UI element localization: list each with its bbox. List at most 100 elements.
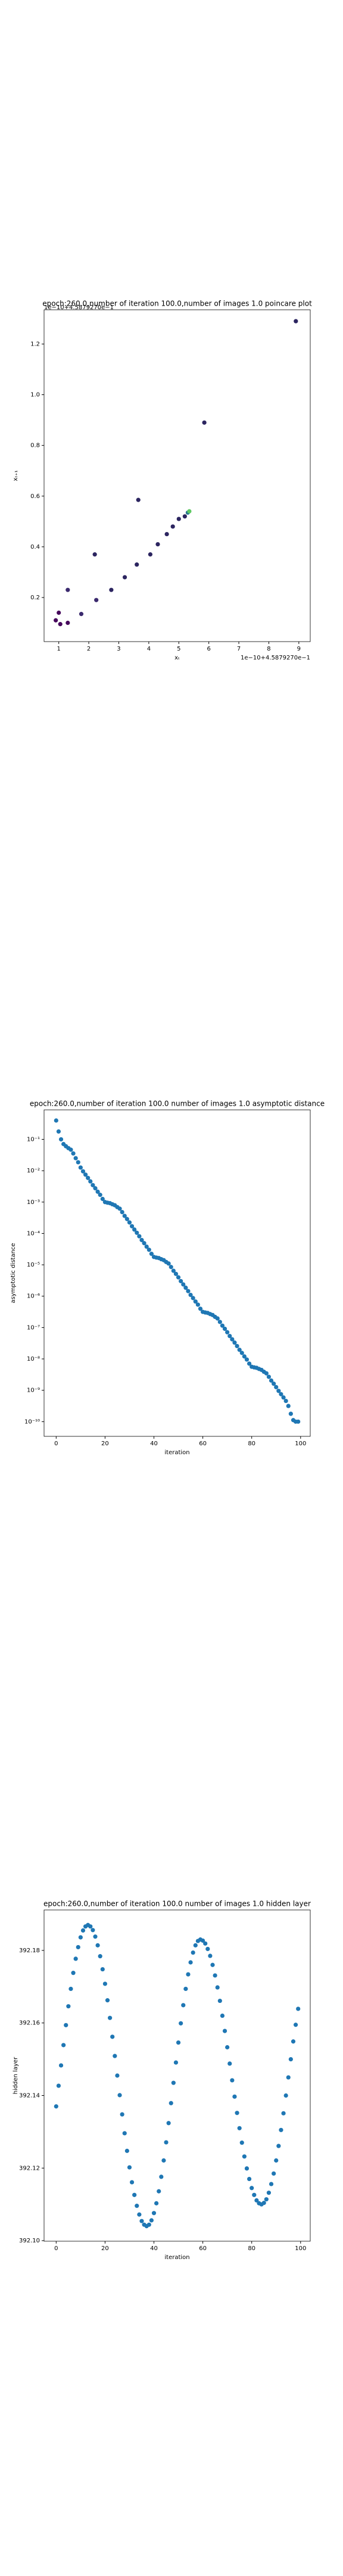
x-axis-label: iteration bbox=[164, 2254, 189, 2261]
x-tick-label: 100 bbox=[295, 1441, 306, 1447]
point bbox=[182, 514, 187, 519]
y-tick-label: 10⁻⁶ bbox=[27, 1293, 40, 1300]
point bbox=[149, 1252, 154, 1256]
point bbox=[127, 2165, 132, 2170]
point bbox=[227, 1333, 232, 1339]
point bbox=[83, 1172, 88, 1177]
point bbox=[94, 598, 99, 602]
point bbox=[188, 1960, 193, 1965]
point bbox=[124, 1217, 129, 1221]
point bbox=[98, 1954, 102, 1959]
x-tick-label: 1 bbox=[57, 646, 61, 652]
point bbox=[237, 1348, 242, 1352]
point bbox=[198, 1306, 203, 1311]
point bbox=[276, 1389, 281, 1393]
y-tick-label: 10⁻⁹ bbox=[27, 1387, 40, 1394]
point bbox=[166, 2121, 171, 2126]
point bbox=[170, 524, 175, 529]
point bbox=[242, 1354, 247, 1359]
point bbox=[93, 1186, 98, 1191]
y-tick-label: 1.2 bbox=[30, 341, 40, 347]
y-tick-label: 10⁻⁷ bbox=[27, 1324, 40, 1331]
point bbox=[135, 2204, 139, 2208]
point bbox=[137, 2212, 142, 2217]
point bbox=[291, 2039, 296, 2044]
point bbox=[169, 2101, 173, 2105]
point bbox=[296, 2006, 301, 2011]
point bbox=[188, 1292, 193, 1298]
point bbox=[276, 2143, 281, 2148]
point bbox=[54, 618, 58, 623]
y-tick-label: 0.2 bbox=[30, 595, 40, 601]
point bbox=[220, 2013, 225, 2018]
point bbox=[220, 1323, 225, 1328]
point bbox=[80, 1169, 86, 1174]
point bbox=[195, 1302, 200, 1307]
point bbox=[100, 1196, 105, 1202]
point bbox=[203, 1941, 208, 1946]
point bbox=[66, 2004, 71, 2009]
x-tick-label: 4 bbox=[147, 646, 151, 652]
point bbox=[88, 1924, 93, 1929]
point bbox=[191, 1296, 195, 1301]
point bbox=[149, 2218, 154, 2223]
point bbox=[71, 1151, 76, 1156]
point bbox=[254, 2198, 259, 2203]
point bbox=[288, 1411, 293, 1416]
point bbox=[122, 2131, 127, 2136]
point bbox=[222, 2029, 227, 2033]
point bbox=[117, 1206, 122, 1211]
point bbox=[193, 1299, 198, 1304]
point bbox=[151, 2211, 157, 2216]
plot-frame bbox=[43, 1109, 311, 1437]
point bbox=[181, 1282, 186, 1287]
point bbox=[80, 1928, 86, 1933]
point bbox=[173, 1271, 179, 1276]
point bbox=[148, 552, 152, 557]
x-tick-label: 0 bbox=[54, 1441, 58, 1447]
point bbox=[283, 2093, 288, 2098]
point bbox=[146, 2222, 151, 2227]
point bbox=[222, 1326, 227, 1331]
x-tick-label: 5 bbox=[177, 646, 180, 652]
point bbox=[208, 1953, 213, 1958]
point bbox=[272, 2171, 276, 2176]
point bbox=[54, 1118, 58, 1123]
y-tick-label: 1.0 bbox=[30, 392, 40, 399]
point bbox=[176, 2040, 181, 2045]
point bbox=[210, 1962, 215, 1967]
point bbox=[100, 1967, 105, 1972]
x-tick-label: 0 bbox=[54, 2245, 58, 2252]
point bbox=[57, 610, 61, 615]
point bbox=[176, 1275, 181, 1280]
point bbox=[105, 1998, 110, 2003]
point bbox=[78, 1165, 83, 1170]
point bbox=[232, 1340, 237, 1345]
point bbox=[217, 1998, 222, 2003]
point bbox=[113, 2054, 117, 2058]
point bbox=[283, 1398, 288, 1404]
y-tick-label: 10⁻⁵ bbox=[27, 1262, 40, 1268]
y-tick-label: 10⁻² bbox=[27, 1168, 40, 1174]
point bbox=[71, 1971, 76, 1975]
point bbox=[186, 1289, 191, 1293]
x-tick-label: 2 bbox=[87, 646, 91, 652]
point bbox=[286, 2075, 291, 2080]
plot-frame bbox=[43, 309, 311, 642]
y-tick-label: 0.6 bbox=[30, 493, 40, 500]
chart-title: epoch:260.0,number of iteration 100.0 nu… bbox=[30, 1100, 325, 1108]
point bbox=[91, 1928, 95, 1933]
point bbox=[93, 1934, 98, 1939]
point bbox=[269, 2182, 274, 2186]
point bbox=[266, 2191, 272, 2195]
point bbox=[235, 2111, 239, 2115]
x-tick-label: 80 bbox=[248, 1441, 255, 1447]
point bbox=[171, 1268, 176, 1273]
point bbox=[225, 2045, 230, 2050]
x-tick-label: 8 bbox=[267, 646, 270, 652]
point bbox=[247, 1361, 252, 1366]
x-tick-label: 6 bbox=[207, 646, 210, 652]
point bbox=[191, 1950, 195, 1955]
point bbox=[58, 2063, 64, 2068]
